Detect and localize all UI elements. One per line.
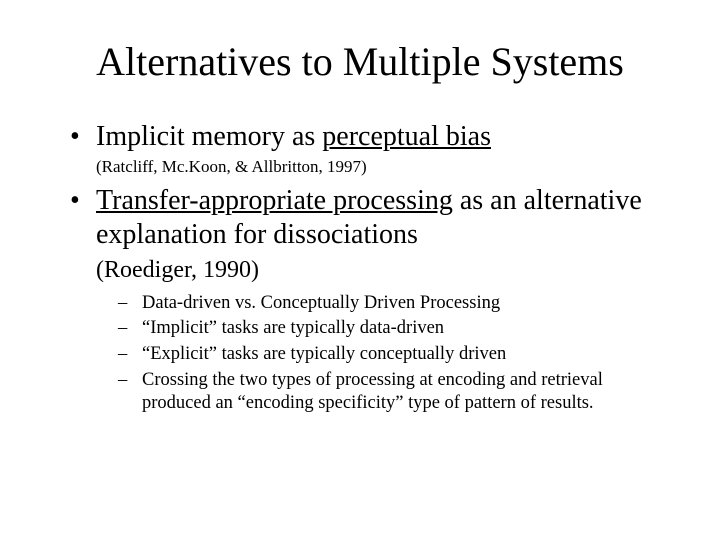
- slide: Alternatives to Multiple Systems Implici…: [0, 0, 720, 540]
- slide-title: Alternatives to Multiple Systems: [50, 40, 670, 84]
- bullet-item-2: Transfer-appropriate processing as an al…: [70, 184, 670, 416]
- bullet-1-citation: (Ratcliff, Mc.Koon, & Allbritton, 1997): [96, 156, 670, 178]
- sub-bullet-2: “Implicit” tasks are typically data-driv…: [118, 317, 670, 341]
- sub-bullet-3: “Explicit” tasks are typically conceptua…: [118, 343, 670, 367]
- bullet-2-citation: (Roediger, 1990): [96, 255, 670, 286]
- bullet-1-prefix: Implicit memory as: [96, 121, 322, 152]
- sub-bullet-1: Data-driven vs. Conceptually Driven Proc…: [118, 292, 670, 316]
- bullet-list: Implicit memory as perceptual bias (Ratc…: [70, 120, 670, 416]
- sub-bullet-list: Data-driven vs. Conceptually Driven Proc…: [118, 292, 670, 416]
- bullet-2-underlined: Transfer-appropriate processing: [96, 185, 453, 216]
- bullet-1-underlined: perceptual bias: [322, 121, 491, 152]
- bullet-item-1: Implicit memory as perceptual bias (Ratc…: [70, 120, 670, 178]
- sub-bullet-4: Crossing the two types of processing at …: [118, 369, 670, 416]
